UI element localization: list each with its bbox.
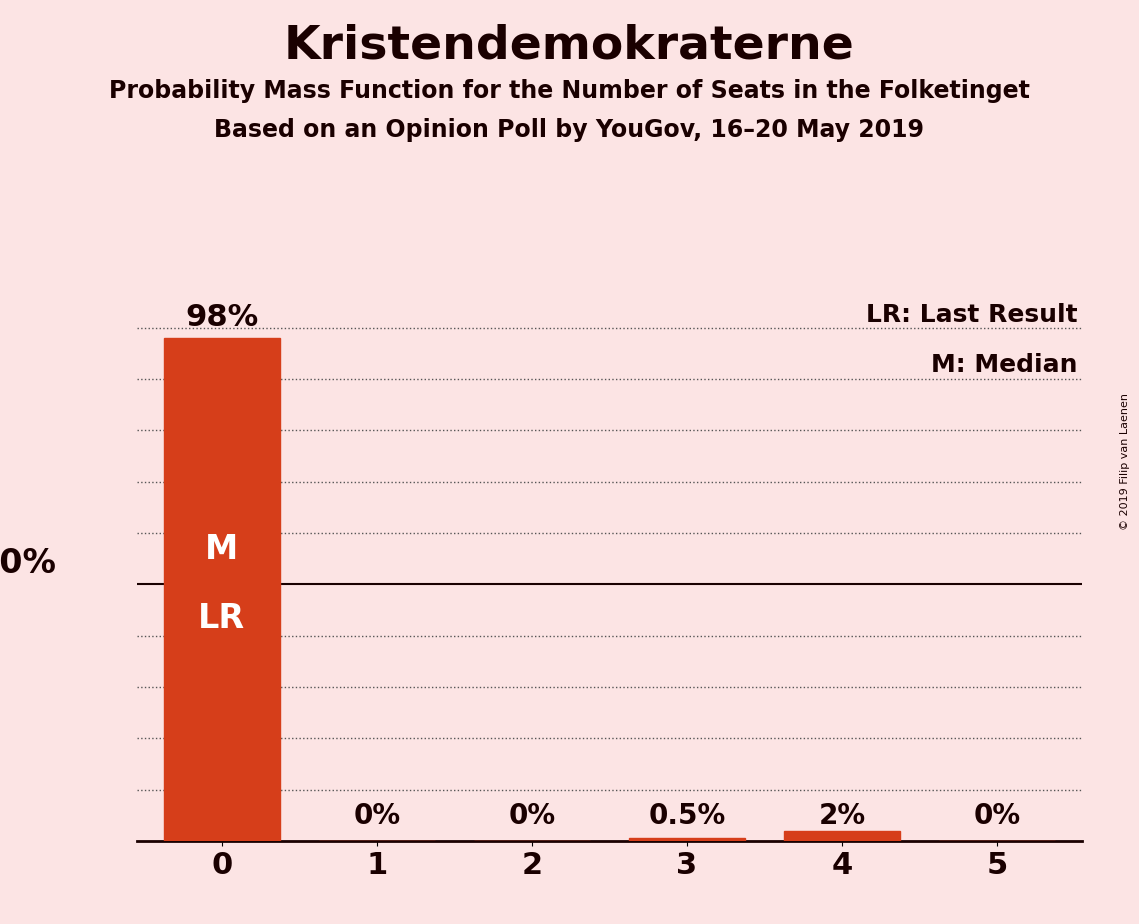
Text: © 2019 Filip van Laenen: © 2019 Filip van Laenen [1120,394,1130,530]
Bar [629,838,745,841]
Text: LR: LR [198,602,246,635]
Text: Based on an Opinion Poll by YouGov, 16–20 May 2019: Based on an Opinion Poll by YouGov, 16–2… [214,118,925,142]
Text: 0.5%: 0.5% [648,801,726,830]
Bar [784,831,900,841]
Text: 0%: 0% [508,801,556,830]
Text: M: M [205,533,238,566]
Text: 2%: 2% [818,801,866,830]
Bar [164,338,280,841]
Text: 50%: 50% [0,547,56,580]
Text: 0%: 0% [973,801,1021,830]
Text: M: Median: M: Median [931,353,1077,377]
Text: Probability Mass Function for the Number of Seats in the Folketinget: Probability Mass Function for the Number… [109,79,1030,103]
Text: Kristendemokraterne: Kristendemokraterne [284,23,855,68]
Text: 0%: 0% [353,801,401,830]
Text: LR: Last Result: LR: Last Result [866,303,1077,327]
Text: 98%: 98% [186,303,259,332]
